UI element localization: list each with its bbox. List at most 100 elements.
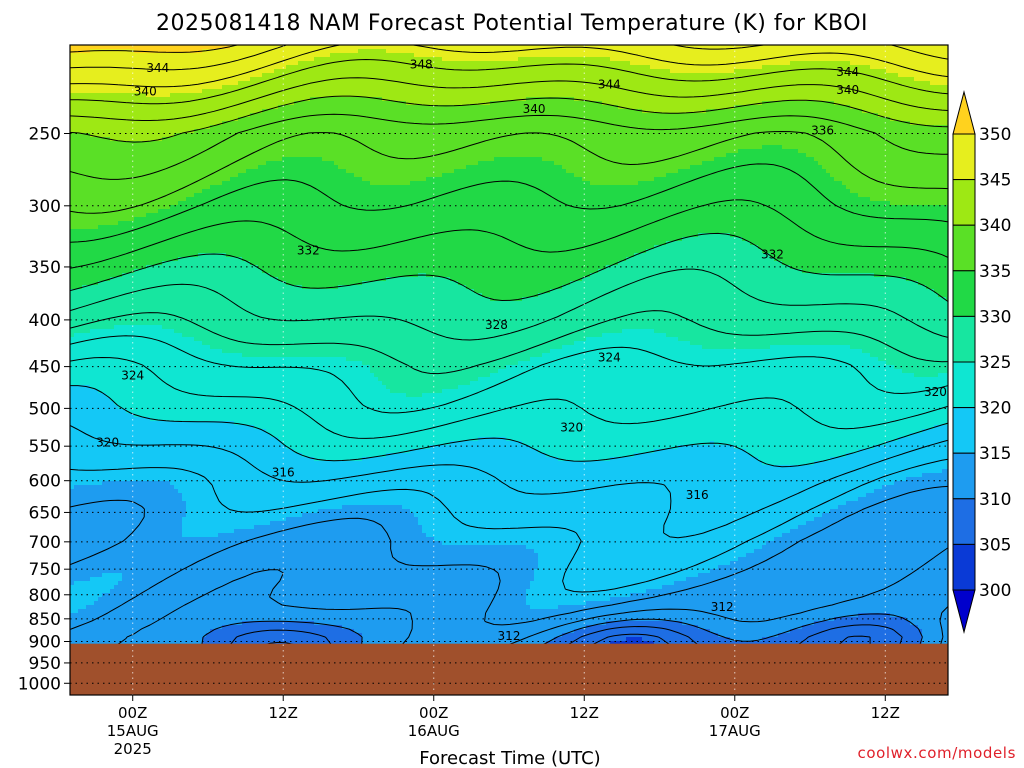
theta-cell (306, 61, 311, 66)
theta-cell (474, 57, 479, 62)
theta-cell (86, 53, 91, 58)
theta-cell (574, 57, 579, 62)
theta-cell (186, 49, 191, 54)
theta-cell (234, 53, 239, 58)
theta-cell (506, 57, 511, 62)
theta-cell (494, 53, 499, 58)
theta-cell (538, 57, 543, 62)
theta-cell (482, 57, 487, 62)
theta-cell (590, 57, 595, 62)
theta-cell (254, 49, 259, 54)
theta-cell (94, 61, 99, 66)
theta-cell (602, 61, 607, 66)
theta-cell (238, 61, 243, 66)
theta-cell (210, 45, 215, 50)
theta-cell (570, 61, 575, 66)
theta-cell (450, 53, 455, 58)
theta-cell (142, 53, 147, 58)
theta-cell (810, 45, 815, 50)
theta-cell (802, 45, 807, 50)
theta-cell (134, 61, 139, 66)
theta-cell (98, 61, 103, 66)
theta-cell (722, 49, 727, 54)
theta-cell (602, 53, 607, 58)
theta-cell (586, 53, 591, 58)
theta-cell (394, 49, 399, 54)
theta-cell (270, 57, 275, 62)
theta-cell (518, 45, 523, 50)
theta-cell (710, 57, 715, 62)
theta-cell (410, 49, 415, 54)
theta-cell (554, 53, 559, 58)
theta-cell (90, 61, 95, 66)
theta-cell (78, 57, 83, 62)
theta-cell (174, 57, 179, 62)
theta-cell (186, 57, 191, 62)
theta-cell (138, 61, 143, 66)
theta-cell (322, 53, 327, 58)
theta-cell (746, 53, 751, 58)
theta-cell (598, 57, 603, 62)
theta-cell (546, 57, 551, 62)
theta-cell (342, 61, 347, 66)
theta-cell (182, 57, 187, 62)
theta-cell (386, 45, 391, 50)
theta-cell (766, 45, 771, 50)
theta-cell (318, 53, 323, 58)
theta-cell (698, 53, 703, 58)
theta-cell (610, 57, 615, 62)
theta-cell (210, 53, 215, 58)
theta-cell (790, 57, 795, 62)
chart-title: 2025081418 NAM Forecast Potential Temper… (156, 11, 868, 36)
theta-cell (866, 49, 871, 54)
theta-cell (530, 53, 535, 58)
theta-cell (898, 53, 903, 58)
theta-cell (534, 57, 539, 62)
theta-cell (690, 53, 695, 58)
theta-cell (882, 49, 887, 54)
theta-cell (394, 57, 399, 62)
theta-cell (558, 49, 563, 54)
theta-cell (870, 49, 875, 54)
theta-cell (734, 57, 739, 62)
theta-cell (398, 45, 403, 50)
theta-cell (150, 53, 155, 58)
theta-cell (662, 49, 667, 54)
theta-cell (294, 57, 299, 62)
theta-cell (462, 57, 467, 62)
theta-cell (370, 49, 375, 54)
theta-cell (74, 57, 79, 62)
theta-cell (342, 49, 347, 54)
theta-cell (446, 53, 451, 58)
theta-cell (694, 57, 699, 62)
theta-cell (114, 61, 119, 66)
theta-cell (518, 61, 523, 66)
theta-cell (210, 61, 215, 66)
theta-cell (170, 53, 175, 58)
theta-cell (178, 45, 183, 50)
theta-cell (118, 57, 123, 62)
theta-cell (182, 49, 187, 54)
theta-cell (166, 45, 171, 50)
theta-cell (178, 49, 183, 54)
theta-cell (942, 45, 947, 50)
theta-cell (274, 53, 279, 58)
theta-cell (242, 49, 247, 54)
theta-cell (822, 53, 827, 58)
theta-cell (94, 49, 99, 54)
theta-cell (306, 45, 311, 50)
theta-cell (294, 45, 299, 50)
theta-cell (74, 45, 79, 50)
theta-cell (122, 45, 127, 50)
theta-cell (222, 49, 227, 54)
theta-cell (110, 45, 115, 50)
theta-cell (254, 57, 259, 62)
theta-cell (806, 49, 811, 54)
theta-cell (922, 45, 927, 50)
theta-cell (914, 45, 919, 50)
theta-cell (546, 53, 551, 58)
theta-cell (490, 49, 495, 54)
theta-cell (446, 61, 451, 66)
theta-cell (186, 61, 191, 66)
theta-cell (834, 57, 839, 62)
